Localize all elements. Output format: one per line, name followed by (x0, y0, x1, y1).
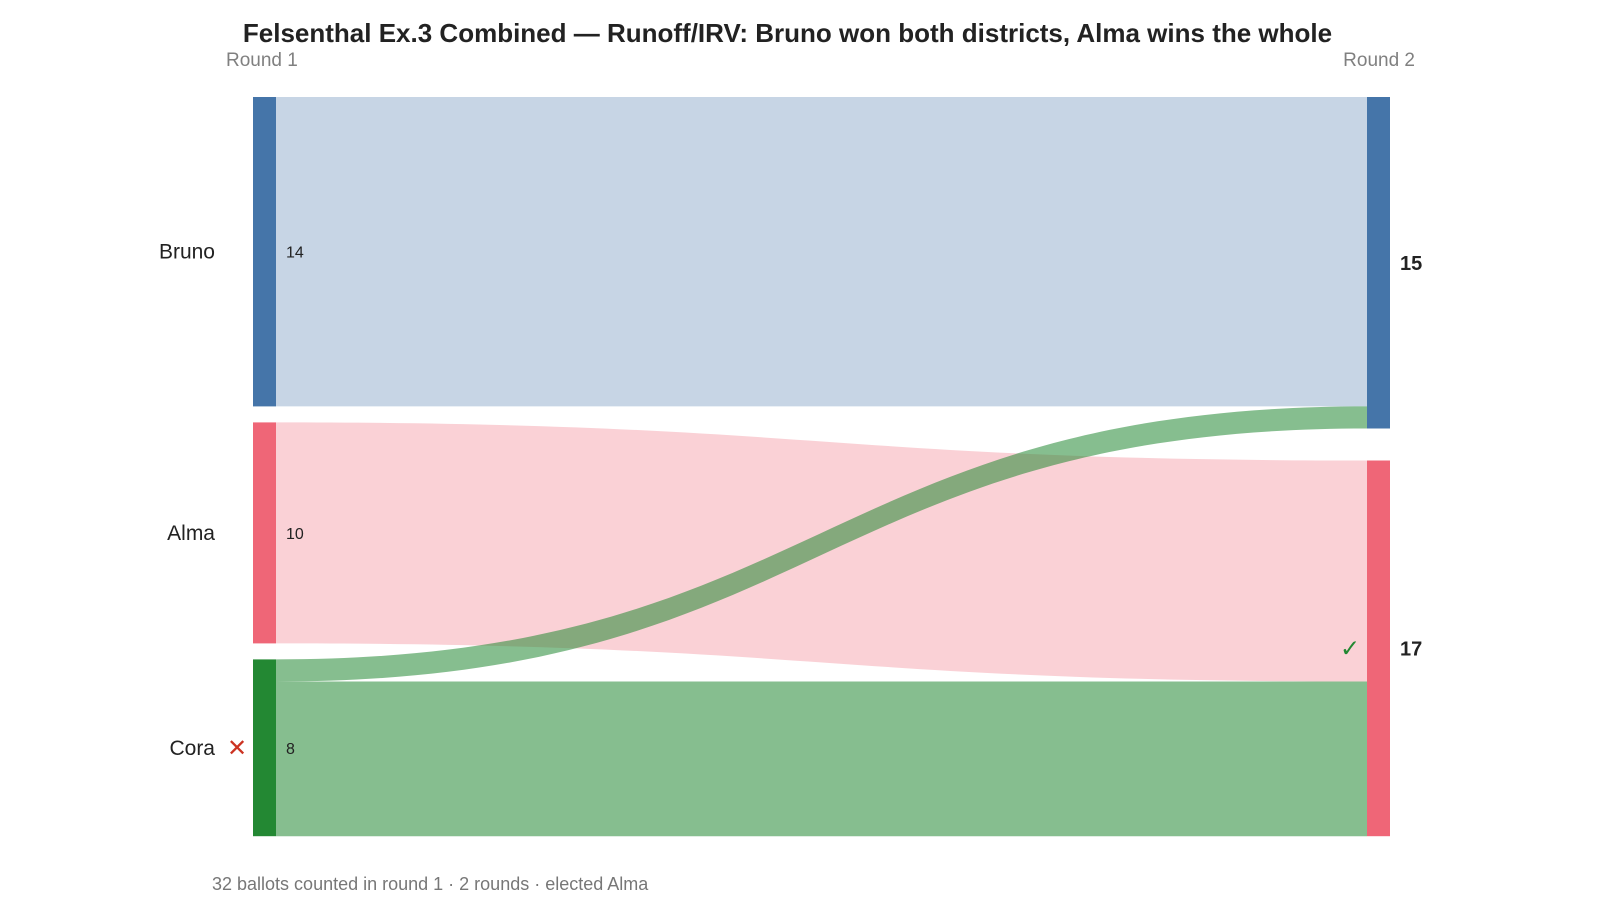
candidate-label-bruno: Bruno (159, 241, 215, 264)
round2-total-alma: 17 (1400, 638, 1422, 660)
round1-value-alma: 10 (286, 526, 304, 543)
chart-footer: 32 ballots counted in round 1 · 2 rounds… (212, 874, 649, 894)
labels-layer: Round 1 Round 2 Bruno 14 Alma 10 Cora 8 ✕ 15 17 ✓ (159, 50, 1422, 762)
round-1-label: Round 1 (226, 50, 298, 71)
nodes-layer (253, 97, 1390, 837)
node-round1-cora (253, 659, 276, 837)
node-round2-bruno (1367, 97, 1390, 429)
elected-check-icon: ✓ (1340, 635, 1360, 662)
flows-layer (276, 97, 1367, 837)
flow-bruno-to-bruno (276, 97, 1367, 407)
flow-cora-to-bruno (276, 406, 1367, 682)
candidate-label-cora: Cora (169, 737, 215, 760)
round1-value-cora: 8 (286, 741, 295, 758)
round-2-label: Round 2 (1343, 50, 1415, 71)
candidate-label-alma: Alma (167, 522, 215, 545)
node-round1-alma (253, 422, 276, 644)
round1-value-bruno: 14 (286, 245, 304, 262)
node-round1-bruno (253, 97, 276, 407)
eliminated-icon: ✕ (227, 735, 247, 762)
round2-total-bruno: 15 (1400, 253, 1422, 275)
node-round2-alma (1367, 460, 1390, 837)
flow-cora-to-alma (276, 681, 1367, 837)
chart-title: Felsenthal Ex.3 Combined — Runoff/IRV: B… (242, 18, 1333, 48)
